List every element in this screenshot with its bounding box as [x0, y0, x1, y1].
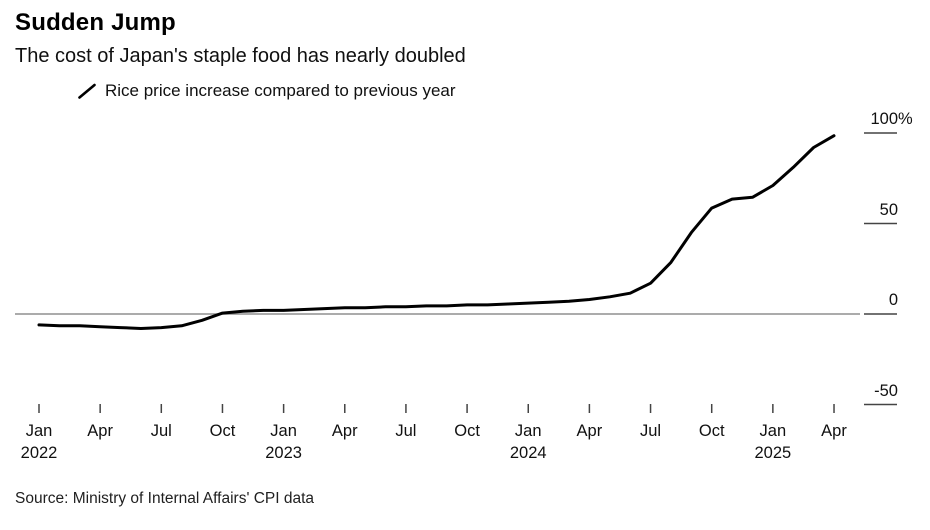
legend-label: Rice price increase compared to previous…: [105, 81, 456, 100]
x-year-label: 2023: [265, 444, 302, 462]
source-note: Source: Ministry of Internal Affairs' CP…: [15, 490, 315, 507]
x-tick-label: Jul: [640, 422, 662, 440]
line-slash-icon: [78, 83, 96, 99]
x-tick-label: Apr: [87, 422, 113, 440]
y-tick-label: 0: [888, 291, 898, 309]
y-tick-label: 50: [879, 200, 898, 219]
x-year-label: 2025: [754, 444, 792, 462]
x-tick-label: Apr: [821, 422, 847, 440]
x-tick-label: Apr: [331, 422, 358, 440]
x-tick-label: Oct: [698, 422, 725, 440]
x-year-label: 2024: [509, 444, 547, 462]
x-tick-label: Jan: [270, 422, 297, 440]
x-tick-label: Jul: [395, 422, 417, 440]
y-tick-label: 100%: [870, 110, 913, 128]
x-tick-label: Apr: [576, 422, 603, 440]
y-unit-suffix: %: [898, 110, 913, 128]
x-tick-label: Jan: [514, 422, 542, 440]
x-tick-label: Oct: [454, 422, 480, 440]
x-tick-label: Jan: [25, 422, 53, 440]
x-tick-label: Jul: [150, 422, 172, 440]
x-tick-label: Oct: [209, 422, 236, 440]
chart-subtitle: The cost of Japan's staple food has near…: [15, 45, 466, 67]
x-tick-label: Jan: [759, 422, 787, 440]
chart-title: Sudden Jump: [15, 9, 176, 36]
y-tick-label: -50: [874, 381, 898, 400]
x-year-label: 2022: [20, 444, 58, 462]
legend: Rice price increase compared to previous…: [77, 81, 456, 101]
series-line: [37, 134, 836, 330]
